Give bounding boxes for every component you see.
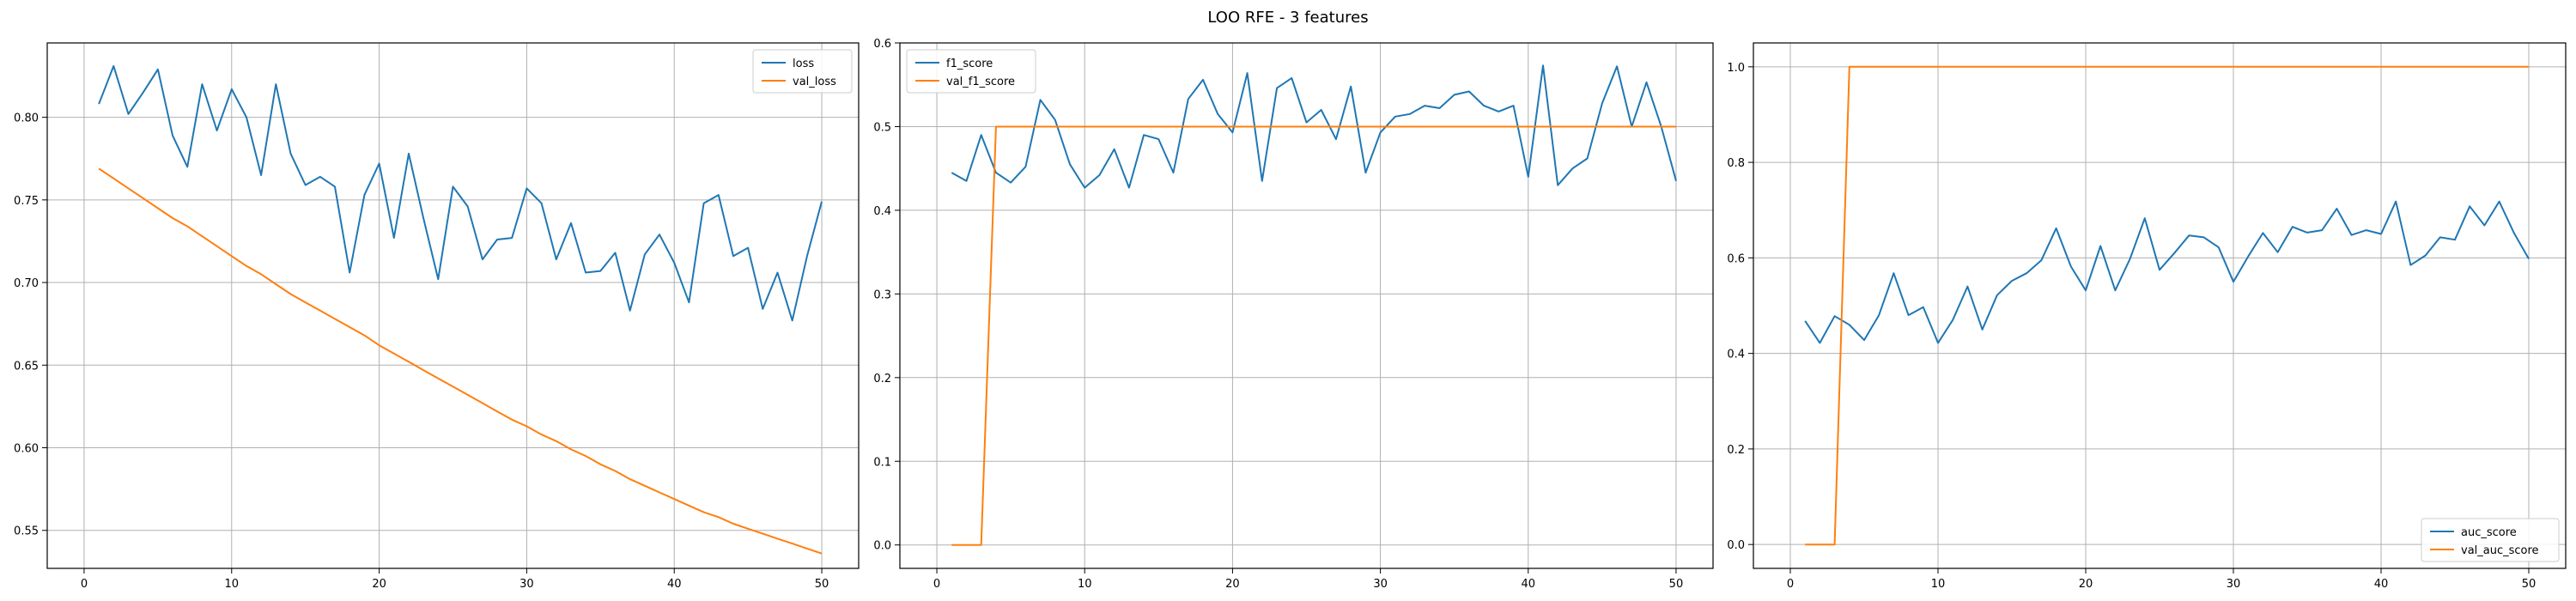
- legend-box: [752, 49, 853, 94]
- y-tick-label: 0.65: [14, 360, 39, 373]
- series-line-val-auc-score: [1805, 65, 2529, 546]
- x-tick-label: 0: [81, 578, 88, 591]
- y-tick-label: 0.55: [14, 525, 39, 538]
- x-tick-label: 0: [1787, 578, 1794, 591]
- x-tick-label: 10: [1078, 578, 1092, 591]
- y-tick-label: 0.8: [1727, 157, 1745, 170]
- legend: loss val_loss: [752, 49, 853, 94]
- subplot-f1-score: 0 10 20 30 40 50 0.0 0.1 0.2 0.3 0.4 0.5 0.6 f1_score…: [873, 38, 1714, 591]
- axes-frame: [46, 42, 860, 569]
- x-tick-label: 30: [519, 578, 534, 591]
- y-tick-label: 1.0: [1727, 62, 1745, 75]
- y-tick-label: 0.75: [14, 195, 39, 208]
- y-tick-label: 0.4: [1727, 349, 1745, 361]
- x-tick-label: 40: [1521, 578, 1535, 591]
- x-tick-label: 50: [815, 578, 829, 591]
- x-tick-label: 20: [1225, 578, 1240, 591]
- y-tick-label: 0.60: [14, 443, 39, 456]
- y-tick-label: 0.2: [1727, 444, 1745, 457]
- x-tick-label: 50: [1669, 578, 1684, 591]
- x-tick-label: 40: [667, 578, 682, 591]
- x-tick-label: 50: [2522, 578, 2537, 591]
- x-tick-label: 30: [2227, 578, 2241, 591]
- legend-label: val_auc_score: [2461, 544, 2539, 557]
- axes-frame: [899, 42, 1714, 569]
- figure-title: LOO RFE - 3 features: [1207, 9, 1369, 27]
- legend-label: auc_score: [2461, 526, 2517, 539]
- legend: f1_score val_f1_score: [906, 49, 1036, 94]
- x-tick-label: 10: [1931, 578, 1946, 591]
- series-line-f1-score: [951, 64, 1677, 189]
- legend-box: [906, 49, 1036, 94]
- legend-label: loss: [793, 58, 814, 70]
- y-tick-label: 0.0: [1727, 539, 1745, 552]
- y-tick-label: 0.5: [873, 121, 891, 134]
- y-tick-label: 0.6: [873, 38, 891, 51]
- series-line-val-loss: [98, 167, 823, 555]
- x-tick-label: 30: [1373, 578, 1388, 591]
- y-tick-label: 0.4: [873, 205, 891, 218]
- y-tick-label: 0.0: [873, 540, 891, 553]
- y-tick-label: 0.80: [14, 112, 39, 125]
- x-tick-label: 0: [933, 578, 940, 591]
- series-line-loss: [98, 64, 823, 322]
- legend-label: val_f1_score: [946, 76, 1015, 88]
- subplot-loss: 0 10 20 30 40 50 0.55 0.60 0.65 0.70 0.75 0.80 loss v…: [14, 42, 860, 591]
- subplot-auc-score: 0 10 20 30 40 50 0.0 0.2 0.4 0.6 0.8 1.0 auc_scoreva…: [1727, 42, 2567, 591]
- legend-label: f1_score: [946, 58, 993, 70]
- legend: auc_score val_auc_score: [2421, 518, 2560, 562]
- x-tick-label: 40: [2374, 578, 2389, 591]
- y-tick-label: 0.2: [873, 373, 891, 385]
- y-tick-label: 0.6: [1727, 252, 1745, 265]
- series-line-auc-score: [1804, 200, 2530, 344]
- legend-label: val_loss: [793, 76, 836, 88]
- y-tick-label: 0.70: [14, 277, 39, 290]
- x-tick-label: 20: [2079, 578, 2093, 591]
- y-tick-label: 0.3: [873, 288, 891, 301]
- x-tick-label: 10: [224, 578, 239, 591]
- axes-frame: [1753, 42, 2567, 569]
- legend-box: [2421, 518, 2560, 562]
- x-tick-label: 20: [372, 578, 386, 591]
- series-line-val-f1-score: [951, 125, 1676, 546]
- y-tick-label: 0.1: [873, 456, 891, 469]
